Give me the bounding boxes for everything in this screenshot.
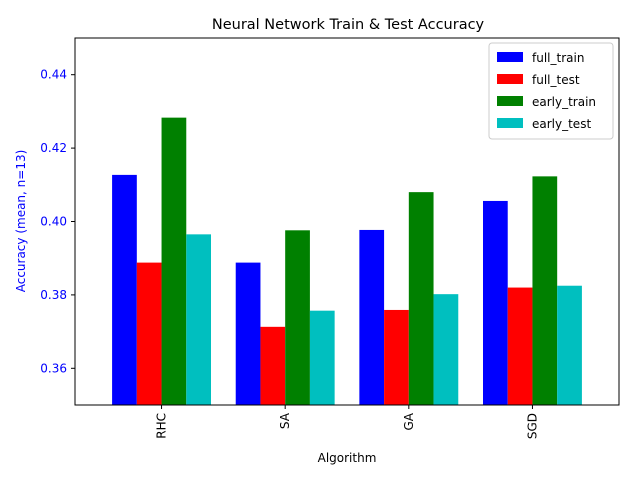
legend-swatch-early_test xyxy=(497,118,523,128)
bar-early_test-SGD xyxy=(557,285,582,405)
bar-early_test-SA xyxy=(309,310,335,405)
y-tick-label: 0.36 xyxy=(40,361,67,375)
chart-title: Neural Network Train & Test Accuracy xyxy=(212,17,485,33)
legend-label: early_test xyxy=(532,117,591,131)
bar-full_train-RHC xyxy=(112,174,137,405)
bars-group xyxy=(112,117,582,405)
x-tick-label: SGD xyxy=(525,413,539,439)
legend-label: full_test xyxy=(532,73,580,87)
x-axis: RHC SA GA SGD xyxy=(155,405,539,439)
bar-early_test-GA xyxy=(433,294,459,405)
bar-full_test-SA xyxy=(260,326,286,405)
x-axis-label: Algorithm xyxy=(318,451,377,465)
legend-box xyxy=(488,42,614,140)
y-tick-label: 0.44 xyxy=(40,68,67,82)
legend-swatch-early_train xyxy=(497,96,523,106)
y-tick-label: 0.42 xyxy=(40,141,67,155)
y-tick-label: 0.40 xyxy=(40,215,67,229)
bar-early_train-GA xyxy=(408,192,434,405)
legend-swatch-full_test xyxy=(497,74,523,84)
legend-swatch-full_train xyxy=(497,52,523,62)
bar-full_test-GA xyxy=(384,309,409,405)
legend-label: full_train xyxy=(532,51,584,65)
y-axis: 0.36 0.38 0.40 0.42 0.44 xyxy=(40,68,75,375)
bar-early_train-SA xyxy=(285,230,310,405)
x-tick-label: SA xyxy=(278,412,292,429)
legend-label: early_train xyxy=(532,95,596,109)
bar-early_train-RHC xyxy=(161,117,187,405)
legend: full_train full_test early_train early_test xyxy=(488,42,614,140)
x-tick-label: RHC xyxy=(155,413,169,439)
bar-early_train-SGD xyxy=(532,176,558,405)
bar-early_test-RHC xyxy=(186,234,211,405)
bar-full_test-RHC xyxy=(136,262,162,405)
x-tick-label: GA xyxy=(402,412,416,430)
bar-full_train-GA xyxy=(359,229,385,405)
bar-full_train-SA xyxy=(235,262,261,405)
bar-full_test-SGD xyxy=(507,287,533,405)
y-tick-label: 0.38 xyxy=(40,288,67,302)
y-axis-label: Accuracy (mean, n=13) xyxy=(14,150,28,293)
bar-full_train-SGD xyxy=(483,200,508,405)
